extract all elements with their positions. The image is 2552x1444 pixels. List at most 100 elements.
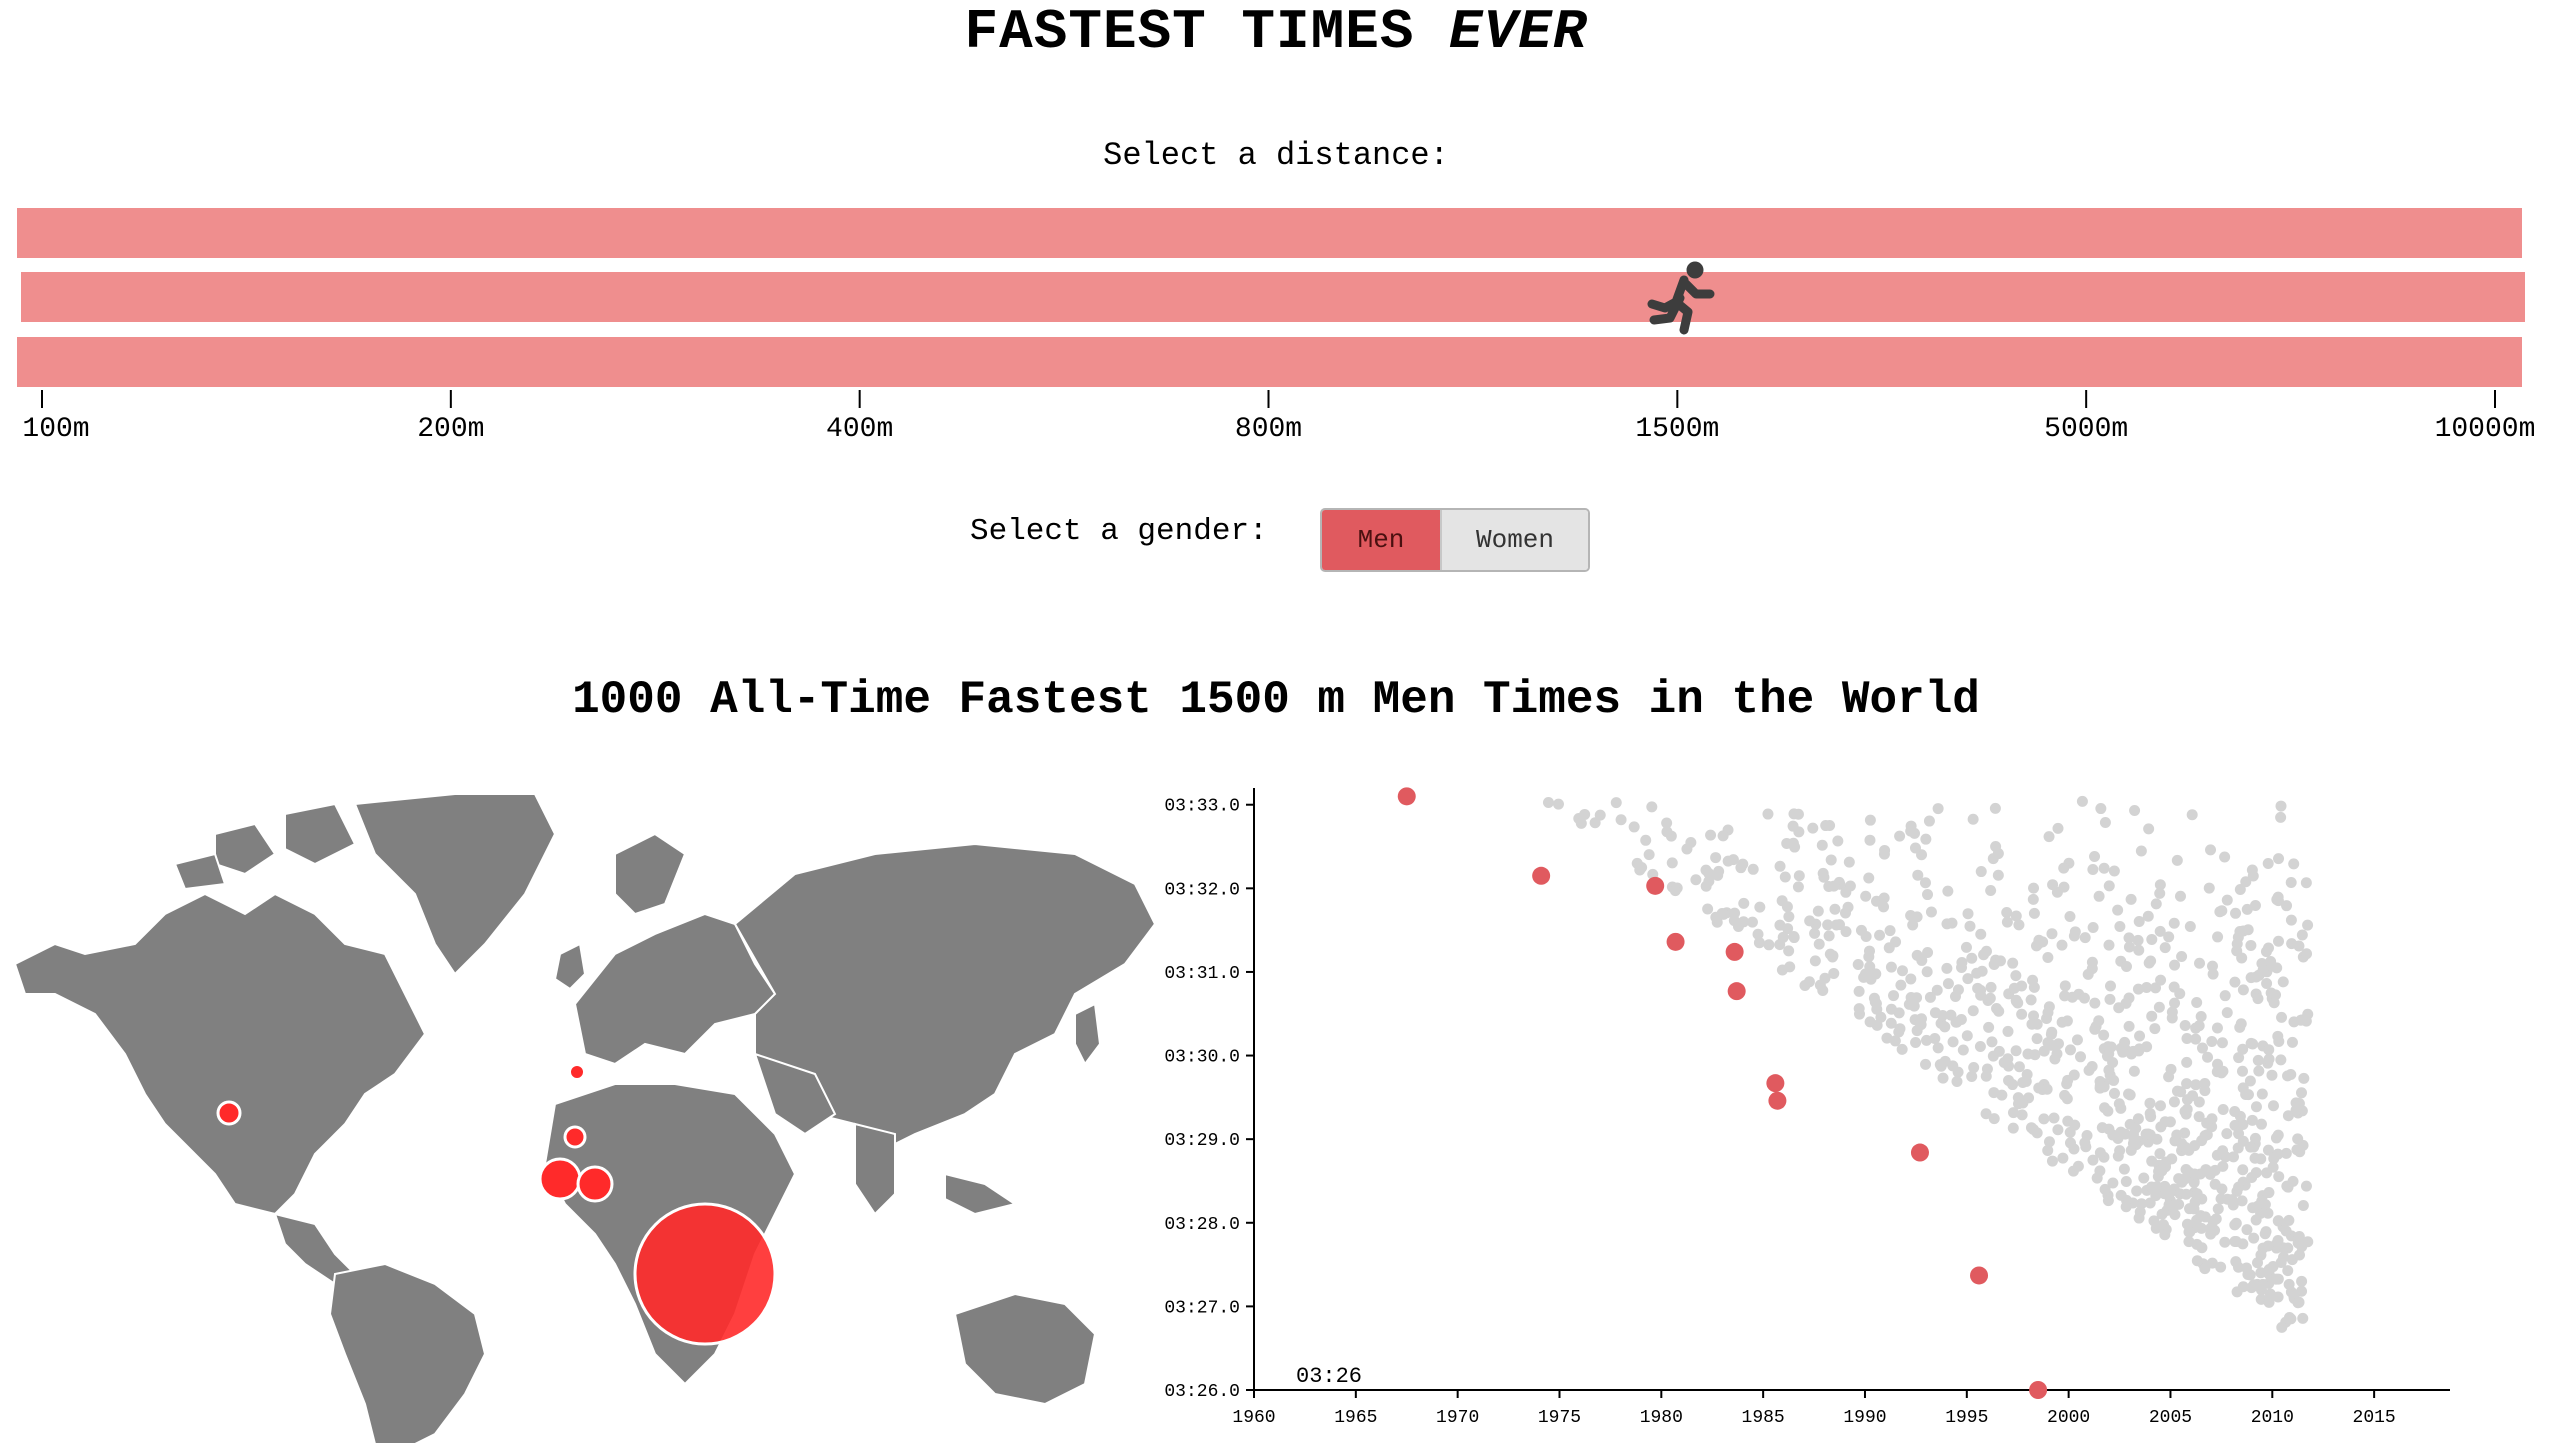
background-point	[1818, 871, 1830, 883]
background-point	[2249, 1132, 2261, 1144]
record-point[interactable]	[1532, 866, 1551, 885]
background-point	[2219, 1236, 2231, 1248]
distance-option-5000m[interactable]: 5000m	[2044, 414, 2128, 445]
background-point	[2026, 1018, 2038, 1030]
distance-track[interactable]: 100m 200m 400m 800m 1500m 5000m 10000m	[0, 200, 2552, 450]
background-point	[1924, 991, 1936, 1003]
background-point	[1666, 857, 1678, 869]
background-point	[2270, 1132, 2282, 1144]
background-point	[2273, 1035, 2285, 1047]
background-point	[1905, 909, 1917, 921]
background-point	[1980, 1108, 1992, 1120]
bubble-united-states[interactable]	[216, 1100, 242, 1126]
gender-selector-label: Select a gender:	[970, 514, 1268, 549]
track-lane-top[interactable]	[17, 208, 2522, 258]
section-title: 1000 All-Time Fastest 1500 m Men Times i…	[572, 674, 1980, 726]
background-point	[1920, 833, 1932, 845]
background-point	[2059, 980, 2071, 992]
background-point	[2234, 883, 2246, 895]
record-point[interactable]	[1768, 1091, 1787, 1110]
background-point	[1823, 930, 1835, 942]
gender-button-men[interactable]: Men	[1322, 510, 1440, 570]
bubble-north-africa-west[interactable]	[538, 1157, 582, 1201]
background-point	[2056, 939, 2068, 951]
background-point	[1968, 1062, 1980, 1074]
record-point[interactable]	[1910, 1143, 1929, 1162]
record-point[interactable]	[2029, 1381, 2048, 1399]
record-point[interactable]	[1397, 787, 1416, 806]
background-point	[1911, 992, 1923, 1004]
x-tick-label: 2000	[2047, 1408, 2090, 1428]
distance-option-1500m[interactable]: 1500m	[1635, 414, 1719, 445]
background-point	[2179, 1020, 2191, 1032]
distance-option-200m[interactable]: 200m	[417, 414, 484, 445]
distance-option-400m[interactable]: 400m	[826, 414, 893, 445]
background-point	[1643, 849, 1655, 861]
background-point	[2129, 804, 2141, 816]
bubble-iberia[interactable]	[563, 1125, 587, 1149]
background-point	[2046, 1155, 2058, 1167]
background-point	[2064, 1044, 2076, 1056]
background-point	[2189, 1140, 2201, 1152]
record-point[interactable]	[1727, 982, 1746, 1001]
background-point	[1809, 927, 1821, 939]
bubble-east-africa[interactable]	[633, 1202, 777, 1346]
distance-selector-label: Select a distance:	[1103, 137, 1449, 174]
gender-button-women[interactable]: Women	[1440, 510, 1588, 570]
background-point	[1983, 1021, 1995, 1033]
distance-option-800m[interactable]: 800m	[1235, 414, 1302, 445]
background-point	[2169, 959, 2181, 971]
distance-option-100m[interactable]: 100m	[22, 414, 89, 445]
background-point	[2013, 1061, 2025, 1073]
background-point	[2221, 1128, 2233, 1140]
background-point	[2028, 907, 2040, 919]
background-point	[2181, 1218, 2193, 1230]
background-point	[2098, 1029, 2110, 1041]
distance-option-10000m[interactable]: 10000m	[2435, 414, 2536, 445]
background-point	[2193, 1096, 2205, 1108]
track-lane-middle[interactable]	[21, 272, 2525, 322]
background-point	[2103, 939, 2115, 951]
background-point	[2294, 1249, 2306, 1261]
background-point	[2153, 1001, 2165, 1013]
background-point	[2245, 1141, 2257, 1153]
background-point	[2273, 853, 2285, 865]
record-point[interactable]	[1646, 876, 1665, 895]
track-lane-bottom[interactable]	[17, 337, 2522, 387]
runner-icon[interactable]	[1647, 261, 1715, 335]
background-point	[1921, 1034, 1933, 1046]
background-point	[2184, 1203, 2196, 1215]
world-map[interactable]	[15, 794, 1155, 1444]
record-point[interactable]	[1725, 942, 1744, 961]
background-point	[2057, 1152, 2069, 1164]
background-point	[1962, 908, 1974, 920]
background-point	[2123, 932, 2135, 944]
background-point	[1816, 839, 1828, 851]
background-point	[1732, 921, 1744, 933]
background-point	[2263, 1296, 2275, 1308]
background-point	[2064, 910, 2076, 922]
background-point	[1870, 968, 1882, 980]
background-point	[2265, 956, 2277, 968]
background-point	[2169, 997, 2181, 1009]
bubble-north-africa-east[interactable]	[576, 1165, 614, 1203]
background-point	[2072, 1160, 2084, 1172]
background-point	[2083, 1064, 2095, 1076]
bubble-british-isles[interactable]	[569, 1064, 585, 1080]
background-point	[2280, 1225, 2292, 1237]
record-point[interactable]	[1766, 1074, 1785, 1093]
record-point[interactable]	[1666, 932, 1685, 951]
times-scatter-chart[interactable]: 03:26.0 03:27.0 03:28.0 03:29.0 03:30.0 03:31…	[1150, 780, 2450, 1440]
background-point	[2133, 944, 2145, 956]
background-point	[2230, 907, 2242, 919]
background-point	[2107, 1177, 2119, 1189]
background-point	[2001, 907, 2013, 919]
background-point	[1966, 1071, 1978, 1083]
record-point[interactable]	[1970, 1266, 1989, 1285]
background-point	[2071, 1034, 2083, 1046]
background-point	[1961, 1030, 1973, 1042]
background-point	[2272, 895, 2284, 907]
background-point	[1895, 979, 1907, 991]
background-point	[1932, 1042, 1944, 1054]
background-point	[2154, 1100, 2166, 1112]
